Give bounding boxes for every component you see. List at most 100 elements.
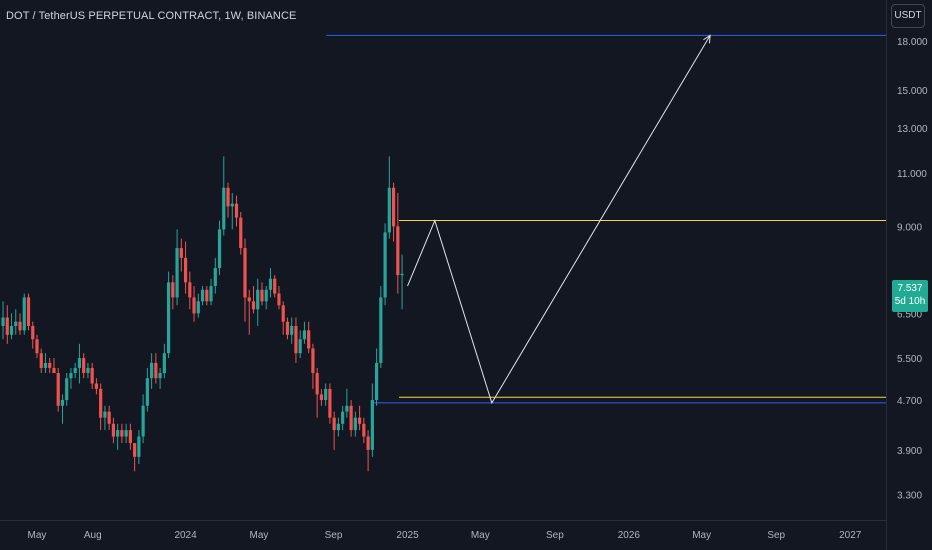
- time-tick-label: Sep: [767, 530, 785, 541]
- time-tick-label: May: [692, 530, 711, 541]
- bullish-candle: [137, 436, 141, 457]
- time-tick-label: 2025: [396, 530, 419, 541]
- bullish-candle: [73, 367, 77, 374]
- bearish-candle: [311, 348, 315, 374]
- bearish-candle: [133, 443, 137, 457]
- time-tick-label: 2026: [618, 530, 641, 541]
- bullish-candle: [116, 430, 120, 437]
- bullish-candle: [302, 330, 307, 340]
- bullish-candle: [370, 400, 374, 450]
- bearish-candle: [171, 282, 175, 298]
- price-tick-label: 6.500: [897, 309, 922, 320]
- bullish-candle: [200, 289, 205, 302]
- time-axis-separator: [0, 520, 886, 521]
- bullish-candle: [43, 362, 48, 368]
- bearish-candle: [48, 362, 52, 368]
- time-tick-label: 2024: [174, 530, 197, 541]
- bullish-candle: [69, 373, 73, 379]
- bearish-candle: [332, 417, 336, 431]
- bullish-candle: [158, 373, 162, 379]
- bearish-candle: [396, 226, 400, 276]
- bullish-candle: [124, 430, 128, 437]
- time-tick-label: May: [28, 530, 47, 541]
- bearish-candle: [251, 301, 256, 310]
- bearish-candle: [234, 203, 239, 218]
- bearish-candle: [307, 330, 311, 349]
- price-tick-label: 9.000: [897, 222, 922, 233]
- bearish-candle: [5, 317, 9, 335]
- bullish-candle: [65, 378, 69, 401]
- bearish-candle: [31, 326, 35, 340]
- price-tick-label: 3.300: [897, 491, 922, 502]
- bullish-candle: [298, 339, 302, 354]
- bullish-candle: [1, 317, 5, 327]
- bearish-candle: [273, 278, 277, 294]
- bearish-candle: [154, 362, 158, 379]
- bearish-candle: [56, 373, 60, 406]
- bearish-candle: [362, 423, 366, 437]
- bar-countdown: 5d 10h: [894, 296, 926, 307]
- price-tick-label: 3.900: [897, 446, 922, 457]
- bearish-candle: [285, 321, 290, 335]
- bearish-candle: [120, 430, 124, 437]
- time-tick-label: 2027: [839, 530, 862, 541]
- bullish-candle: [14, 321, 18, 327]
- bearish-candle: [99, 388, 103, 418]
- bullish-candle: [256, 289, 260, 310]
- price-tick-label: 4.700: [897, 396, 922, 407]
- price-axis-separator: [886, 0, 887, 550]
- bearish-candle: [205, 289, 209, 302]
- price-tick-label: 13.000: [897, 124, 928, 135]
- bearish-candle: [391, 187, 396, 227]
- time-tick-label: Sep: [546, 530, 564, 541]
- bullish-candle: [213, 268, 217, 287]
- bearish-candle: [26, 297, 31, 327]
- bullish-candle: [141, 405, 145, 437]
- bullish-candle: [217, 229, 222, 269]
- time-tick-label: Aug: [84, 530, 102, 541]
- bearish-candle: [90, 367, 94, 384]
- bearish-candle: [52, 367, 56, 374]
- projection-arrowhead: [703, 34, 711, 44]
- bullish-candle: [387, 187, 391, 233]
- bearish-candle: [247, 297, 251, 302]
- price-tick-label: 11.000: [897, 169, 927, 180]
- bearish-candle: [188, 282, 192, 298]
- currency-button[interactable]: USDT: [891, 4, 925, 28]
- bearish-candle: [179, 248, 183, 258]
- bullish-candle: [196, 301, 200, 314]
- bullish-candle: [290, 326, 294, 335]
- bullish-candle: [268, 278, 273, 290]
- bearish-candle: [315, 373, 319, 395]
- time-tick-label: Sep: [325, 530, 343, 541]
- bullish-candle: [341, 411, 345, 424]
- bearish-candle: [366, 436, 370, 450]
- bearish-candle: [239, 217, 243, 249]
- bullish-candle: [103, 411, 107, 418]
- bearish-candle: [94, 383, 99, 389]
- bearish-candle: [294, 326, 298, 354]
- bullish-candle: [175, 248, 179, 298]
- bearish-candle: [319, 394, 324, 401]
- bullish-candle: [379, 297, 383, 363]
- bullish-candle: [9, 326, 14, 335]
- bullish-candle: [336, 423, 340, 431]
- time-tick-label: May: [471, 530, 490, 541]
- symbol-title: DOT / TetherUS PERPETUAL CONTRACT, 1W, B…: [6, 10, 297, 22]
- bearish-candle: [183, 257, 188, 283]
- bearish-candle: [358, 417, 362, 424]
- bullish-candle: [264, 289, 268, 302]
- price-tick-label: 15.000: [897, 86, 928, 97]
- bullish-candle: [86, 367, 90, 374]
- bearish-candle: [35, 339, 39, 354]
- bullish-candle: [209, 286, 213, 302]
- bearish-candle: [226, 187, 230, 207]
- projection-path: [407, 35, 711, 405]
- bullish-candle: [230, 203, 234, 207]
- bullish-candle: [324, 388, 328, 401]
- price-tick-label: 5.500: [897, 354, 922, 365]
- time-tick-label: May: [249, 530, 268, 541]
- bearish-candle: [277, 293, 281, 306]
- bearish-candle: [128, 430, 132, 444]
